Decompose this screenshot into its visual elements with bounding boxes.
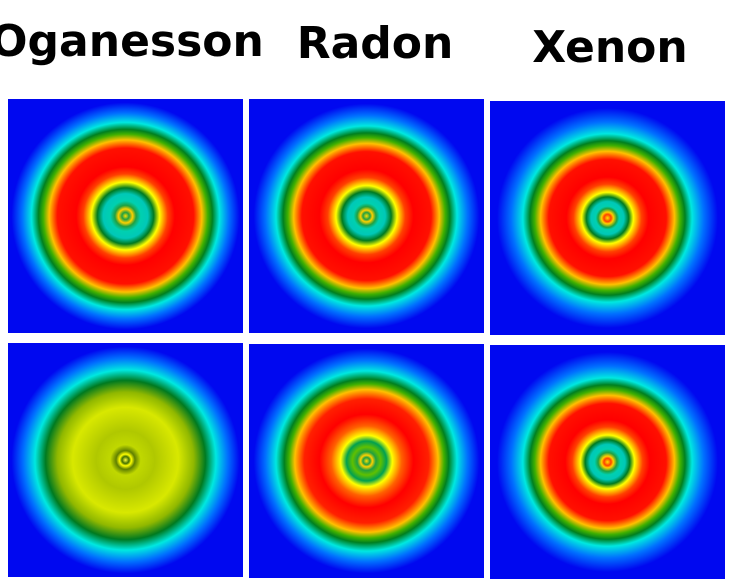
map-panel <box>8 343 243 577</box>
column-title: Radon <box>297 18 454 69</box>
map-panel <box>249 99 484 333</box>
column-title: Xenon <box>532 22 687 73</box>
map-panel <box>8 99 243 333</box>
map-panel <box>249 344 484 578</box>
map-panel <box>490 345 725 579</box>
column-title: Oganesson <box>0 16 264 67</box>
map-panel <box>490 101 725 335</box>
